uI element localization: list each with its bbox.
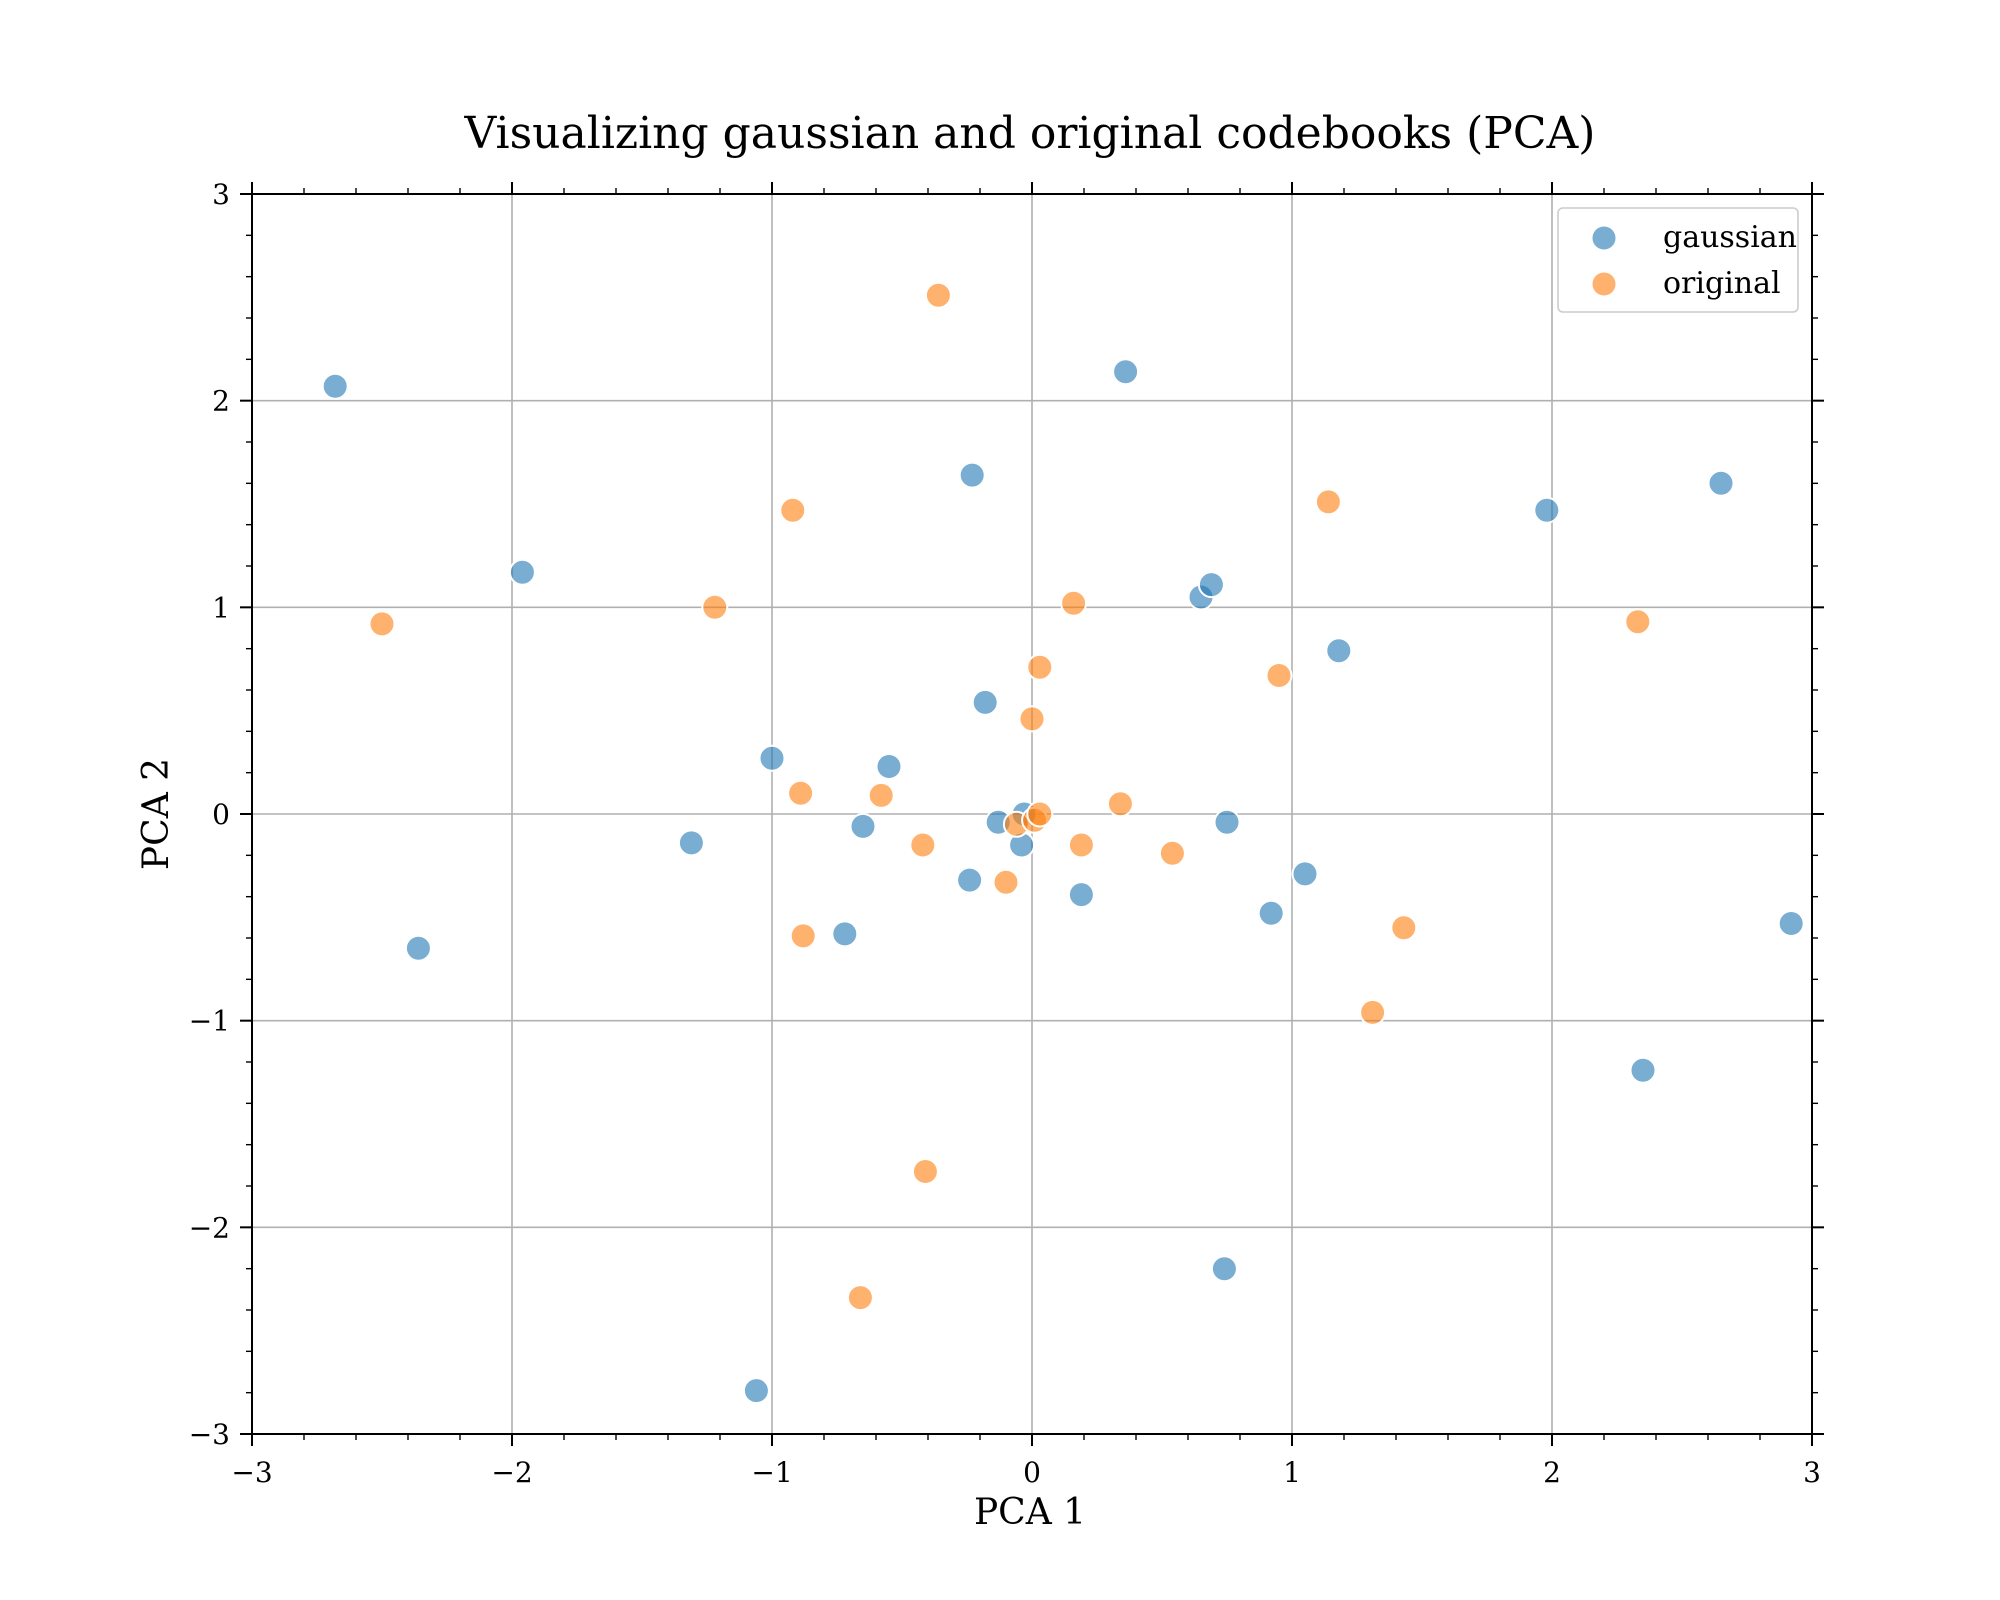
data-point-gaussian bbox=[1197, 571, 1225, 599]
data-point-gaussian bbox=[1629, 1056, 1657, 1084]
legend-marker-original bbox=[1590, 270, 1618, 298]
data-point-original bbox=[787, 779, 815, 807]
y-tick-label: −3 bbox=[189, 1418, 230, 1451]
data-point-gaussian bbox=[1067, 881, 1095, 909]
data-point-original bbox=[1067, 831, 1095, 859]
data-point-gaussian bbox=[677, 829, 705, 857]
y-tick-label: 2 bbox=[212, 385, 230, 418]
data-point-gaussian bbox=[956, 866, 984, 894]
data-point-gaussian bbox=[404, 934, 432, 962]
data-point-gaussian bbox=[1257, 899, 1285, 927]
x-tick-label: 1 bbox=[1283, 1456, 1301, 1489]
data-point-original bbox=[1265, 662, 1293, 689]
data-point-gaussian bbox=[1533, 496, 1561, 524]
legend-marker-gaussian bbox=[1590, 224, 1618, 252]
data-point-gaussian bbox=[958, 461, 986, 489]
x-axis-label: PCA 1 bbox=[974, 1492, 1086, 1533]
data-point-original bbox=[1026, 653, 1054, 681]
data-point-gaussian bbox=[875, 753, 903, 780]
x-tick-label: 2 bbox=[1543, 1456, 1561, 1489]
data-point-original bbox=[1314, 488, 1342, 516]
x-tick-label: −1 bbox=[751, 1456, 792, 1489]
data-point-gaussian bbox=[758, 744, 786, 772]
data-point-gaussian bbox=[1707, 469, 1735, 497]
data-point-original bbox=[1158, 839, 1186, 867]
legend-label-original: original bbox=[1663, 266, 1781, 301]
data-point-original bbox=[368, 610, 396, 638]
legend-box bbox=[1557, 207, 1799, 313]
data-point-original bbox=[1106, 790, 1134, 818]
legend-label-gaussian: gaussian bbox=[1663, 220, 1797, 255]
data-point-original bbox=[909, 831, 937, 859]
x-tick-label: −2 bbox=[491, 1456, 532, 1489]
y-tick-label: 0 bbox=[212, 798, 230, 831]
data-point-gaussian bbox=[1325, 637, 1353, 665]
data-point-original bbox=[779, 496, 807, 524]
data-point-original bbox=[924, 281, 952, 309]
data-point-gaussian bbox=[742, 1377, 770, 1405]
data-point-gaussian bbox=[1777, 910, 1805, 937]
data-point-original bbox=[1390, 914, 1418, 942]
data-point-original bbox=[1359, 998, 1387, 1026]
data-point-gaussian bbox=[1291, 860, 1319, 888]
data-point-gaussian bbox=[1213, 808, 1241, 836]
data-point-original bbox=[992, 868, 1020, 896]
data-point-original bbox=[1060, 589, 1088, 617]
y-tick-label: −1 bbox=[189, 1005, 230, 1038]
y-tick-label: −2 bbox=[189, 1211, 230, 1244]
data-point-gaussian bbox=[508, 558, 536, 586]
plot-area: −3 −2 −1 0 1 2 3 −3 −2 −1 0 1 2 3 bbox=[189, 178, 1824, 1489]
legend: gaussian original bbox=[1557, 207, 1799, 313]
data-point-gaussian bbox=[971, 688, 999, 716]
data-point-original bbox=[1026, 800, 1054, 828]
data-point-original bbox=[1624, 608, 1652, 636]
data-point-original bbox=[911, 1158, 939, 1185]
data-point-original bbox=[867, 781, 895, 809]
data-point-gaussian bbox=[1210, 1255, 1238, 1283]
x-tick-label: −3 bbox=[231, 1456, 272, 1489]
y-axis-label: PCA 2 bbox=[136, 758, 177, 870]
data-point-original bbox=[846, 1284, 874, 1312]
chart-title: Visualizing gaussian and original codebo… bbox=[464, 108, 1596, 159]
data-point-gaussian bbox=[831, 920, 859, 948]
y-tick-label: 1 bbox=[212, 591, 230, 624]
y-tick-label: 3 bbox=[212, 178, 230, 211]
data-point-gaussian bbox=[1112, 358, 1140, 386]
data-point-gaussian bbox=[321, 372, 349, 400]
x-tick-label: 0 bbox=[1023, 1456, 1041, 1489]
data-point-original bbox=[789, 922, 817, 950]
x-tick-label: 3 bbox=[1803, 1456, 1821, 1489]
data-point-gaussian bbox=[849, 812, 877, 840]
data-point-original bbox=[701, 593, 729, 621]
data-point-original bbox=[1018, 705, 1046, 733]
